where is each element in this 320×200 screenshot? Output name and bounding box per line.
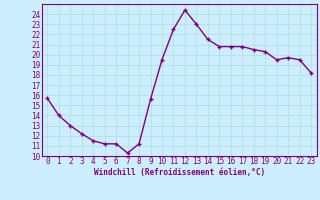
X-axis label: Windchill (Refroidissement éolien,°C): Windchill (Refroidissement éolien,°C): [94, 168, 265, 177]
